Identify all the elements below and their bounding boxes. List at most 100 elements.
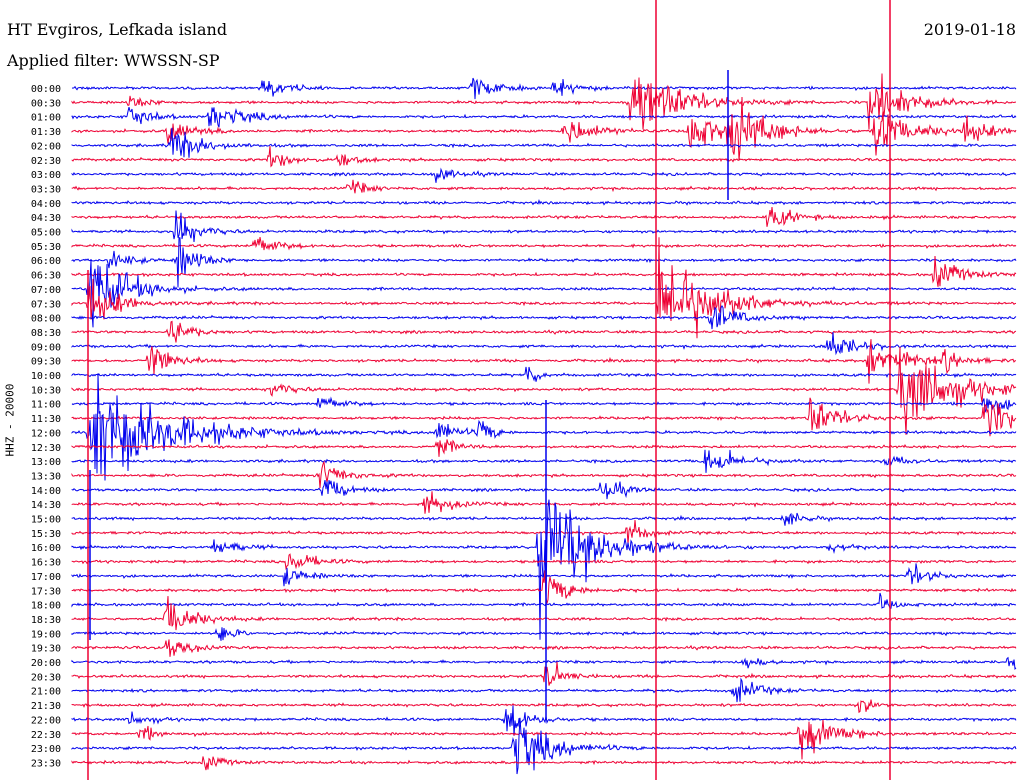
trace-row [71, 661, 1017, 686]
trace-row [71, 397, 1017, 437]
row-time-label: 22:30 [31, 730, 61, 741]
trace-row [71, 596, 1017, 631]
row-time-label: 11:30 [31, 414, 61, 425]
row-time-label: 20:30 [31, 672, 61, 683]
trace-row [71, 146, 1017, 168]
trace-row [71, 553, 1016, 571]
row-time-label: 14:00 [31, 486, 61, 497]
trace-row [71, 439, 1017, 457]
trace-row [71, 96, 1017, 161]
trace-row [71, 719, 1016, 760]
trace-row [71, 339, 1016, 384]
trace-row [71, 705, 1017, 736]
row-time-label: 18:30 [31, 615, 61, 626]
row-time-label: 10:30 [31, 385, 61, 396]
trace-row [71, 207, 1017, 227]
row-time-label: 16:30 [31, 558, 61, 569]
trace-row [71, 396, 1017, 416]
row-time-label: 09:00 [31, 342, 61, 353]
row-time-label: 00:30 [31, 98, 61, 109]
trace-row [71, 320, 1017, 343]
trace-row [71, 210, 1017, 243]
trace-row [71, 260, 1017, 328]
row-time-label: 03:30 [31, 184, 61, 195]
row-time-label: 02:00 [31, 141, 61, 152]
row-time-label: 21:30 [31, 701, 61, 712]
trace-row [71, 699, 1017, 714]
trace-row [71, 77, 1017, 100]
trace-row [71, 255, 1017, 287]
row-time-label: 00:00 [31, 84, 61, 95]
trace-row [71, 127, 1017, 158]
row-time-label: 16:00 [31, 543, 61, 554]
trace-row [71, 563, 1017, 587]
row-time-label: 05:00 [31, 228, 61, 239]
trace-row [71, 179, 1017, 194]
trace-row [71, 331, 1017, 356]
trace-row [71, 639, 1017, 657]
row-time-label: 06:00 [31, 256, 61, 267]
row-time-label: 12:30 [31, 443, 61, 454]
row-time-label: 23:00 [31, 744, 61, 755]
trace-row [71, 237, 1017, 339]
row-time-label: 07:30 [31, 299, 61, 310]
trace-row [71, 677, 1017, 703]
row-time-label: 17:00 [31, 572, 61, 583]
row-time-label: 17:30 [31, 586, 61, 597]
trace-row [71, 167, 1017, 183]
row-time-label: 01:00 [31, 113, 61, 124]
trace-row [71, 237, 1017, 288]
trace-row [71, 627, 1016, 641]
row-time-label: 20:00 [31, 658, 61, 669]
row-time-label: 15:30 [31, 529, 61, 540]
row-time-label: 13:00 [31, 457, 61, 468]
row-time-label: 18:00 [31, 601, 61, 612]
trace-row [71, 570, 1017, 604]
trace-row [71, 519, 1017, 544]
trace-row [71, 656, 1017, 670]
row-time-label: 19:00 [31, 629, 61, 640]
row-time-label: 15:00 [31, 515, 61, 526]
row-time-label: 04:30 [31, 213, 61, 224]
row-time-label: 19:30 [31, 644, 61, 655]
trace-row [71, 237, 1017, 251]
row-time-label: 01:30 [31, 127, 61, 138]
trace-row [71, 106, 1017, 128]
date-label: 2019-01-18 [923, 20, 1016, 39]
station-title: HT Evgiros, Lefkada island [7, 20, 228, 39]
row-time-label: 21:00 [31, 687, 61, 698]
row-time-label: 22:00 [31, 715, 61, 726]
trace-row [71, 491, 1017, 514]
trace-row [71, 198, 1017, 206]
row-time-label: 05:30 [31, 242, 61, 253]
trace-row [71, 592, 1017, 609]
trace-row [71, 460, 1017, 489]
filter-label: Applied filter: WWSSN-SP [7, 51, 220, 70]
row-time-label: 06:30 [31, 271, 61, 282]
row-time-label: 08:30 [31, 328, 61, 339]
trace-row [71, 305, 1017, 330]
row-time-label: 09:30 [31, 357, 61, 368]
row-time-label: 04:00 [31, 199, 61, 210]
row-time-label: 23:30 [31, 758, 61, 769]
trace-row [71, 449, 1017, 473]
trace-row [71, 346, 1017, 435]
trace-row [71, 373, 1017, 481]
row-time-label: 10:00 [31, 371, 61, 382]
trace-row [71, 512, 1017, 526]
trace-row [71, 366, 1017, 382]
row-time-label: 13:30 [31, 471, 61, 482]
row-time-label: 11:00 [31, 400, 61, 411]
trace-row [71, 717, 1017, 775]
row-time-label: 07:00 [31, 285, 61, 296]
trace-row [71, 479, 1017, 500]
row-time-label: 02:30 [31, 156, 61, 167]
trace-row [71, 756, 1017, 771]
row-time-label: 12:00 [31, 428, 61, 439]
row-time-label: 08:00 [31, 314, 61, 325]
trace-row [71, 73, 1016, 130]
row-time-label: 03:00 [31, 170, 61, 181]
row-time-label: 14:30 [31, 500, 61, 511]
